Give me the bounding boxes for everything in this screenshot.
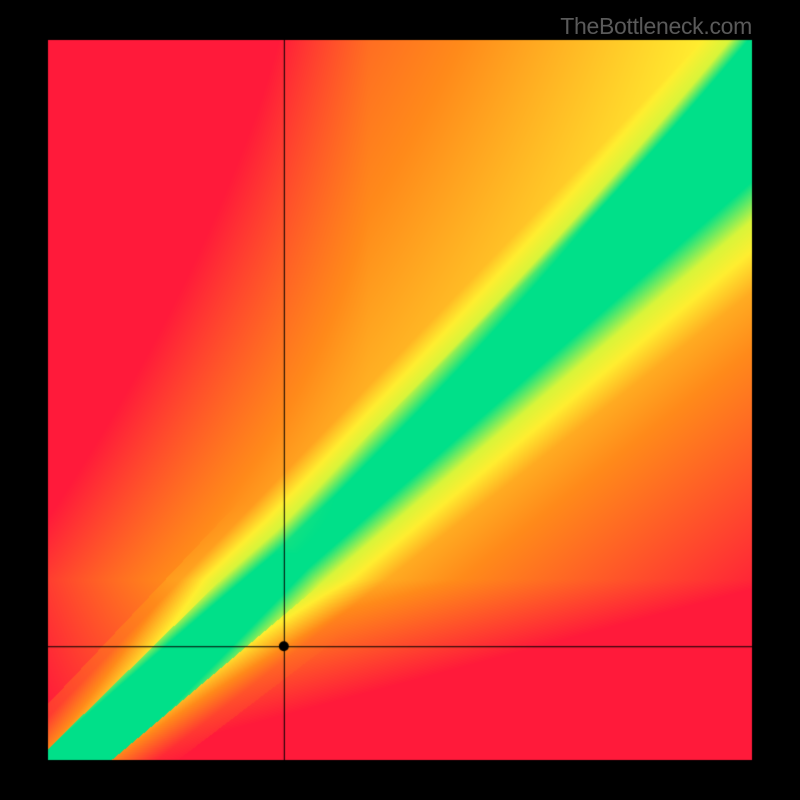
watermark-text: TheBottleneck.com xyxy=(560,13,752,40)
chart-container: TheBottleneck.com xyxy=(0,0,800,800)
heatmap-canvas xyxy=(0,0,800,800)
